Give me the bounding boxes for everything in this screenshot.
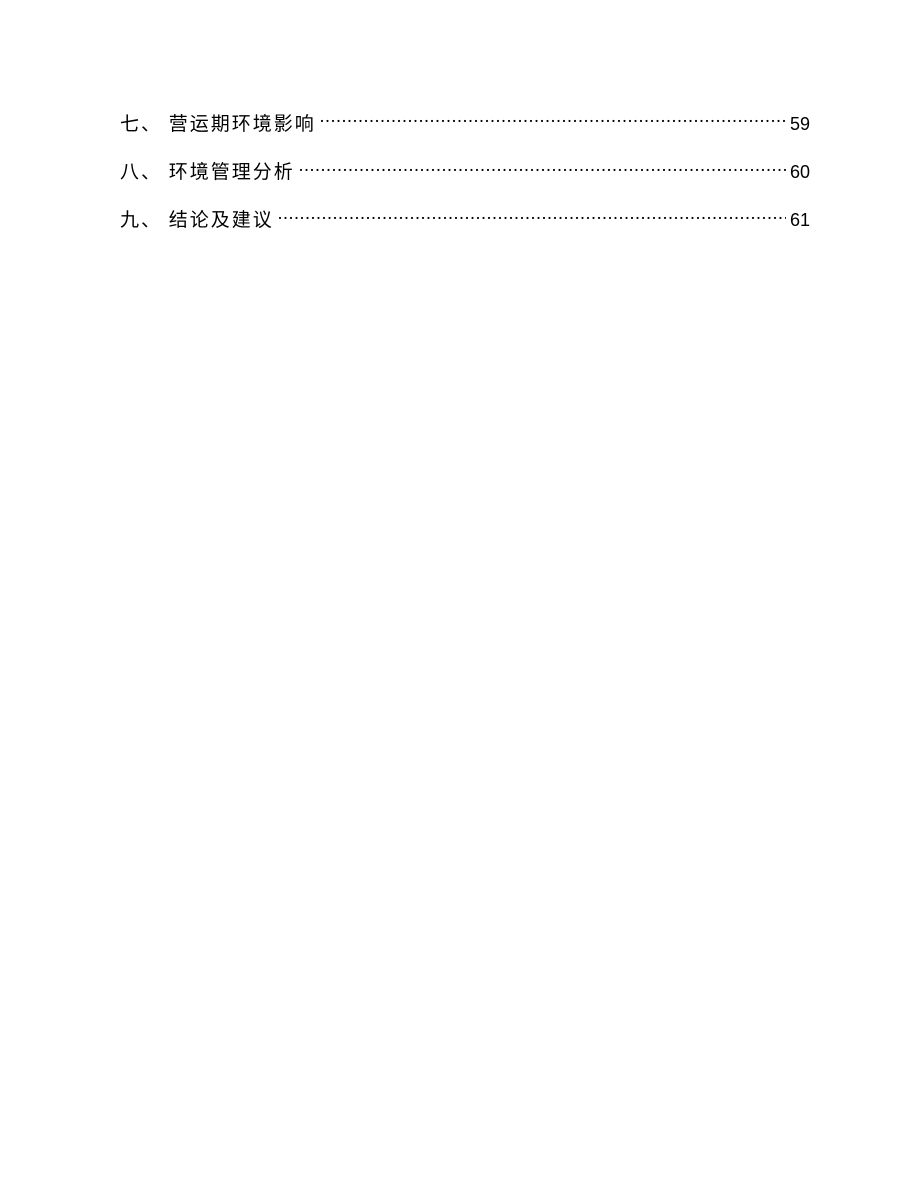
toc-entry-page: 60 bbox=[790, 160, 810, 185]
document-page: 七、 营运期环境影响 59 八、 环境管理分析 60 九、 结论及建议 61 bbox=[0, 0, 920, 235]
toc-entry-page: 59 bbox=[790, 112, 810, 137]
toc-entry-page: 61 bbox=[790, 208, 810, 233]
toc-entry: 七、 营运期环境影响 59 bbox=[120, 108, 810, 138]
toc-entry-label: 九、 结论及建议 bbox=[120, 208, 274, 235]
toc-entry-label: 八、 环境管理分析 bbox=[120, 160, 295, 187]
toc-dots-leader bbox=[278, 204, 786, 226]
toc-entry-label: 七、 营运期环境影响 bbox=[120, 112, 316, 139]
toc-entry: 九、 结论及建议 61 bbox=[120, 204, 810, 234]
toc-dots-leader bbox=[320, 108, 786, 130]
toc-entry: 八、 环境管理分析 60 bbox=[120, 156, 810, 186]
toc-dots-leader bbox=[299, 156, 786, 178]
